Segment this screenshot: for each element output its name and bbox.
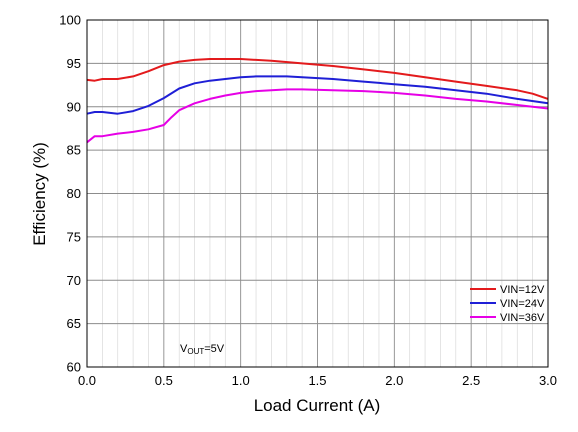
x-tick-label: 1.5 [308,373,326,388]
vout-annotation: VOUT=5V [180,343,225,356]
legend-label-3: VIN=36V [500,312,545,324]
y-tick-label: 75 [67,229,81,244]
y-tick-label: 95 [67,56,81,71]
x-tick-label: 0.0 [78,373,96,388]
series-line-1 [86,58,549,100]
y-tick-label: 85 [67,143,81,158]
x-axis-ticks: 0.0 0.5 1.0 1.5 2.0 2.5 3.0 [78,373,557,388]
vout-main: V [180,343,188,355]
series-layer [86,58,549,144]
y-axis-title: Efficiency (%) [30,142,49,246]
plot-frame [86,19,549,368]
y-tick-label: 100 [59,13,81,28]
legend-label-2: VIN=24V [500,298,545,310]
y-axis-ticks: 60 65 70 75 80 85 90 95 100 [59,13,81,375]
vout-value: =5V [204,343,225,355]
major-gridlines [87,20,548,367]
x-tick-label: 1.0 [232,373,250,388]
y-tick-label: 70 [67,273,81,288]
x-tick-label: 3.0 [539,373,557,388]
legend-label-1: VIN=12V [500,284,545,296]
x-tick-label: 0.5 [155,373,173,388]
series-line-3 [86,88,549,144]
y-tick-label: 90 [67,99,81,114]
series-line-2 [86,75,549,115]
x-tick-label: 2.0 [385,373,403,388]
y-tick-label: 60 [67,360,81,375]
y-tick-label: 80 [67,186,81,201]
x-tick-label: 2.5 [462,373,480,388]
vout-subscript: OUT [187,347,204,356]
x-axis-title: Load Current (A) [254,396,381,415]
y-tick-label: 65 [67,316,81,331]
legend: VIN=12V VIN=24V VIN=36V [470,284,545,324]
